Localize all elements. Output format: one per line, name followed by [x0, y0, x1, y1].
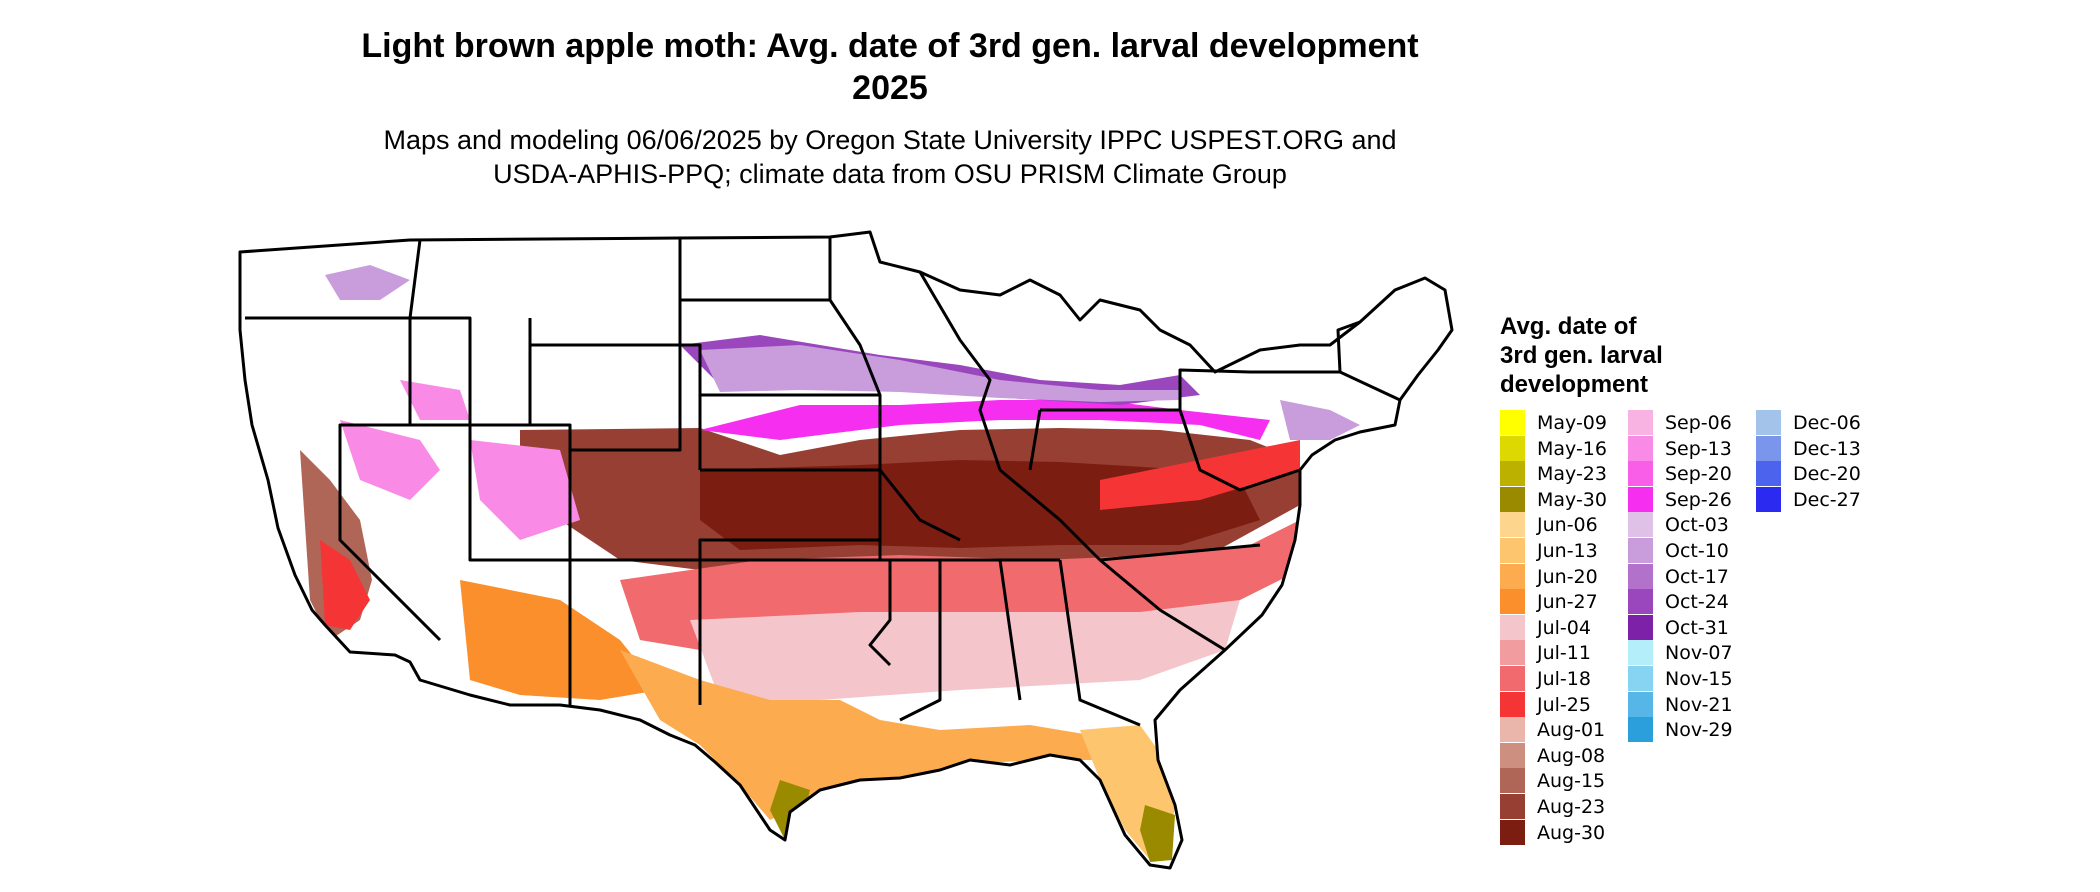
legend-swatch: [1500, 512, 1525, 538]
legend-swatch: [1500, 640, 1525, 666]
legend-swatch: [1500, 486, 1525, 512]
map-title-year: 2025: [852, 69, 928, 107]
legend-label: Nov-29: [1665, 719, 1733, 742]
legend-swatch: [1628, 614, 1653, 640]
legend-swatch: [1500, 819, 1525, 845]
legend-label: Jun-13: [1537, 540, 1598, 562]
legend-swatch: [1628, 589, 1653, 615]
legend-title-line: Avg. date of: [1500, 313, 1637, 340]
legend-swatch: [1628, 666, 1653, 691]
legend-swatch: [1628, 512, 1653, 538]
legend-label: Sep-20: [1665, 463, 1732, 486]
legend-label: Aug-15: [1537, 770, 1606, 793]
map-title: Light brown apple moth: Avg. date of 3rd…: [361, 27, 1419, 65]
legend-swatch: [1628, 461, 1653, 487]
map-subtitle-continued: USDA-APHIS-PPQ; climate data from OSU PR…: [493, 159, 1287, 189]
legend-swatch: [1628, 486, 1653, 512]
legend-swatch: [1628, 691, 1653, 717]
legend-label: Sep-26: [1665, 488, 1732, 511]
legend-label: Dec-13: [1793, 437, 1861, 460]
legend-label: Jul-18: [1537, 668, 1591, 690]
legend-swatch: [1500, 768, 1525, 794]
legend-label: Jun-27: [1537, 591, 1598, 614]
legend-label: May-23: [1537, 463, 1607, 486]
legend-label: Dec-27: [1793, 488, 1861, 511]
map-subtitle: Maps and modeling 06/06/2025 by Oregon S…: [383, 125, 1397, 155]
legend-label: Nov-15: [1665, 668, 1733, 690]
legend-label: Aug-08: [1537, 744, 1606, 767]
legend-swatch: [1500, 538, 1525, 563]
legend-swatch: [1756, 410, 1781, 435]
legend-swatch: [1500, 563, 1525, 589]
legend-swatch: [1500, 794, 1525, 819]
legend-swatch: [1756, 486, 1781, 512]
legend-label: Nov-21: [1665, 693, 1733, 716]
legend-swatch: [1500, 666, 1525, 691]
legend-swatch: [1500, 410, 1525, 435]
legend-swatch: [1500, 614, 1525, 640]
legend-swatch: [1756, 461, 1781, 487]
legend-label: Aug-01: [1537, 719, 1606, 742]
legend-label: Jul-25: [1537, 693, 1591, 716]
legend-label: Jul-11: [1537, 642, 1591, 665]
legend-label: Nov-07: [1665, 642, 1733, 665]
legend-swatch: [1628, 717, 1653, 743]
legend-label: Oct-03: [1665, 514, 1729, 537]
legend-label: Oct-24: [1665, 591, 1729, 614]
legend-swatch: [1756, 435, 1781, 461]
legend-title: Avg. date of 3rd gen. larval development: [1500, 312, 1800, 399]
legend-label: May-30: [1537, 488, 1607, 511]
legend-title-line: development: [1500, 371, 1649, 398]
legend: Avg. date of 3rd gen. larval development…: [1500, 312, 1980, 845]
legend-swatch: [1500, 589, 1525, 615]
legend-swatch: [1500, 435, 1525, 461]
legend-title-line: 3rd gen. larval: [1500, 342, 1663, 369]
legend-label: Dec-20: [1793, 463, 1861, 486]
legend-label: Aug-30: [1537, 821, 1606, 844]
legend-label: Dec-06: [1793, 412, 1861, 434]
legend-swatch: [1500, 461, 1525, 487]
legend-label: Jun-20: [1537, 565, 1598, 588]
legend-label: Jun-06: [1537, 514, 1598, 537]
legend-swatch: [1500, 717, 1525, 743]
legend-label: Oct-17: [1665, 565, 1729, 588]
legend-swatch: [1628, 410, 1653, 435]
legend-swatch: [1628, 563, 1653, 589]
legend-label: Oct-10: [1665, 540, 1729, 562]
legend-swatch: [1500, 691, 1525, 717]
legend-swatch: [1628, 640, 1653, 666]
legend-label: Sep-13: [1665, 437, 1732, 460]
legend-label: May-09: [1537, 412, 1607, 434]
legend-swatch: [1628, 538, 1653, 563]
legend-label: Oct-31: [1665, 616, 1729, 639]
legend-label: May-16: [1537, 437, 1607, 460]
us-phenology-map: [238, 230, 1454, 870]
legend-label: Aug-23: [1537, 796, 1606, 818]
legend-label: Sep-06: [1665, 412, 1732, 434]
legend-swatch: [1500, 742, 1525, 768]
legend-label: Jul-04: [1537, 616, 1591, 639]
legend-swatch: [1628, 435, 1653, 461]
